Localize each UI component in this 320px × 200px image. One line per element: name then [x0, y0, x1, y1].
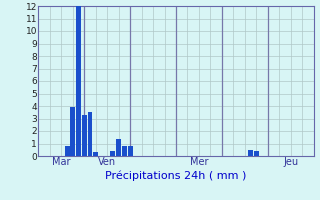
Bar — [116, 138, 121, 156]
Bar — [65, 146, 69, 156]
Bar — [248, 150, 253, 156]
Bar — [76, 6, 81, 156]
Bar — [122, 146, 127, 156]
Bar — [88, 112, 92, 156]
Bar — [128, 146, 132, 156]
Bar — [82, 115, 87, 156]
Bar — [254, 151, 259, 156]
X-axis label: Précipitations 24h ( mm ): Précipitations 24h ( mm ) — [105, 170, 247, 181]
Bar — [93, 152, 98, 156]
Bar — [70, 107, 75, 156]
Bar — [110, 151, 116, 156]
